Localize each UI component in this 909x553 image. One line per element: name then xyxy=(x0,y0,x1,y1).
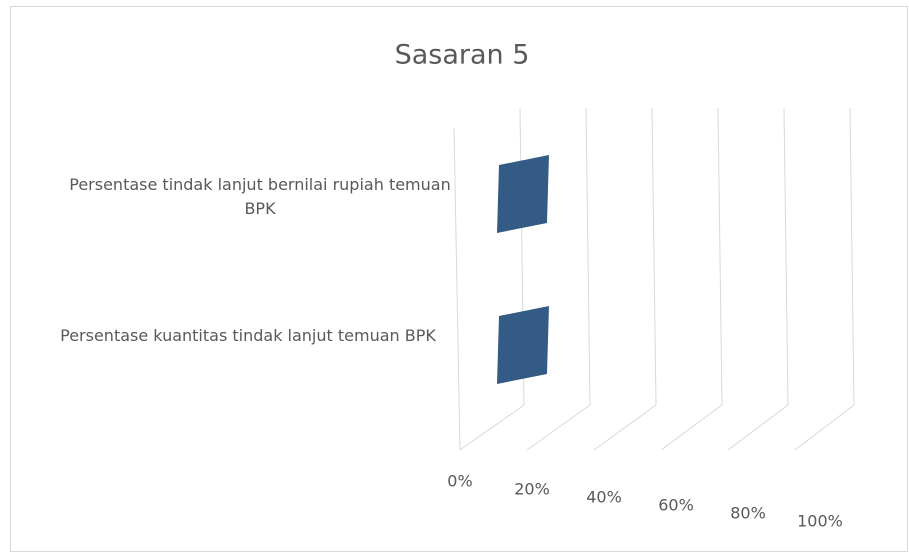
grid-line xyxy=(849,107,855,406)
wall-edge xyxy=(453,127,461,451)
x-tick-label: 80% xyxy=(730,504,766,523)
x-tick-label: 0% xyxy=(447,472,472,491)
floor-line xyxy=(794,404,855,451)
floor-line xyxy=(593,404,657,451)
chart-title: Sasaran 5 xyxy=(395,40,530,71)
x-tick-label: 100% xyxy=(797,512,843,531)
floor-line xyxy=(526,404,591,451)
grid-line xyxy=(651,107,657,406)
bar xyxy=(497,306,549,384)
x-tick-label: 60% xyxy=(658,496,694,515)
x-tick-label: 20% xyxy=(514,480,550,499)
chart-border xyxy=(10,6,908,552)
x-tick-label: 40% xyxy=(586,488,622,507)
floor-line xyxy=(727,404,789,451)
grid-line xyxy=(717,107,723,406)
grid-line xyxy=(585,107,591,406)
y-tick-label: Persentase kuantitas tindak lanjut temua… xyxy=(60,326,436,345)
floor-line xyxy=(459,404,525,451)
bar xyxy=(497,155,549,233)
y-tick-label: Persentase tindak lanjut bernilai rupiah… xyxy=(69,175,451,218)
grid-line xyxy=(783,107,789,406)
floor-line xyxy=(660,404,723,451)
